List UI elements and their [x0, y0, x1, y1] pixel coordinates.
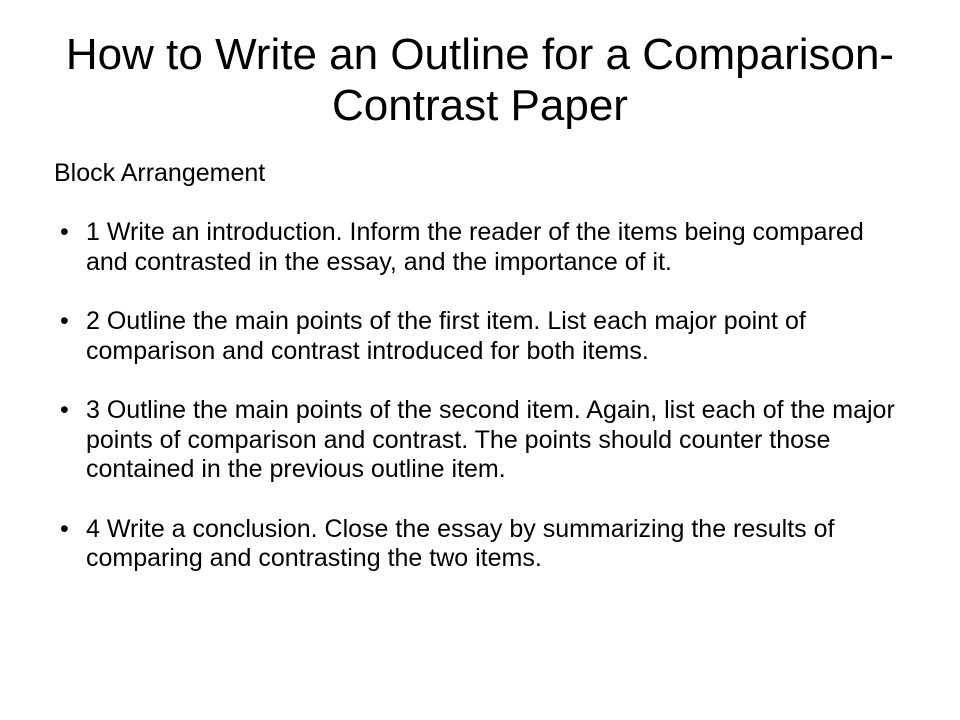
- bullet-list: 1 Write an introduction. Inform the read…: [50, 218, 910, 574]
- slide-subtitle: Block Arrangement: [54, 159, 910, 188]
- slide-title: How to Write an Outline for a Comparison…: [50, 30, 910, 131]
- list-item: 3 Outline the main points of the second …: [54, 396, 910, 485]
- list-item: 1 Write an introduction. Inform the read…: [54, 218, 910, 277]
- list-item: 4 Write a conclusion. Close the essay by…: [54, 515, 910, 574]
- list-item: 2 Outline the main points of the first i…: [54, 307, 910, 366]
